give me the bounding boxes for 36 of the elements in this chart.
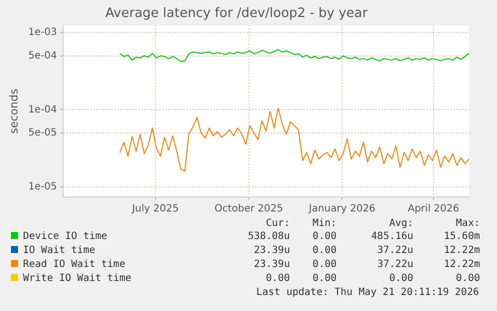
text: 0.00 [264, 272, 290, 286]
text: 15.60m [442, 230, 480, 244]
y-tick-label: 1e-04 [28, 104, 58, 116]
text: 0.00 [388, 272, 414, 286]
y-tick-label: 1e-05 [28, 182, 58, 192]
text: 0.00 [312, 230, 337, 244]
text: 12.22m [442, 258, 480, 272]
text: Min: [312, 218, 337, 230]
text: 0.00 [312, 258, 337, 272]
legend-label: IO Wait time [23, 245, 96, 256]
chart-title: Average latency for /dev/loop2 - by year [105, 6, 368, 22]
text: Max: [454, 218, 480, 230]
legend-label: Device IO time [23, 231, 108, 242]
x-tick-label: July 2025 [131, 204, 179, 215]
text: 0.00 [312, 272, 337, 286]
text: 37.22u [376, 258, 414, 272]
text: Last update: Thu May 21 20:11:19 2026 [255, 286, 480, 300]
x-tick-label: April 2026 [408, 204, 460, 215]
text: 0.00 [454, 272, 480, 286]
y-tick-label: 1e-03 [28, 27, 58, 38]
text: 485.16u [370, 230, 414, 244]
text: 12.22m [442, 244, 480, 258]
text: 37.22u [376, 244, 414, 258]
text: 0.00 [312, 244, 337, 258]
x-tick-label: January 2026 [308, 204, 376, 215]
legend-label: Read IO Wait time [23, 259, 126, 270]
y-axis-title: seconds [7, 88, 20, 134]
text: 23.39u [252, 244, 290, 258]
y-tick-label: 5e-04 [28, 50, 58, 62]
text: Avg: [388, 218, 414, 230]
y-tick-label: 5e-05 [28, 128, 58, 139]
legend-label: Write IO Wait time [23, 273, 132, 284]
text: 538.08u [246, 230, 290, 244]
text: Cur: [264, 218, 290, 230]
text: 23.39u [252, 258, 290, 272]
x-tick-label: October 2025 [214, 204, 284, 215]
